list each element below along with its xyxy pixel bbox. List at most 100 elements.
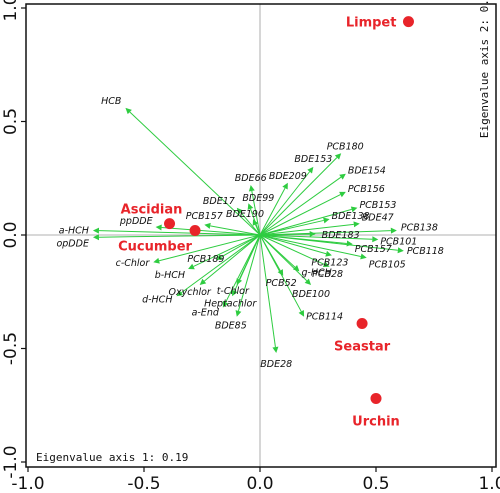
arrow-bde17-37 xyxy=(240,212,261,236)
site-label-ascidian: Ascidian xyxy=(121,203,183,218)
variable-label-t-chlor-9: t-Chlor xyxy=(217,286,250,297)
variable-label-pcb105-21: PCB105 xyxy=(369,260,406,271)
arrow-bde66-35 xyxy=(251,190,261,236)
x-tick-label: 0.0 xyxy=(246,474,273,493)
arrowhead-d-hch-10 xyxy=(176,290,184,297)
variable-label-bde99-36: BDE99 xyxy=(242,193,274,204)
arrow-pcb101-24 xyxy=(259,234,373,240)
arrow-a-end-12 xyxy=(225,234,261,303)
arrow-b-hch-6 xyxy=(193,234,261,267)
variable-label-a-end-12: a-End xyxy=(192,308,220,319)
arrowhead-bde85-13 xyxy=(235,310,242,317)
arrowhead-pcb138-25 xyxy=(390,227,397,234)
variable-label-pcb138-25: PCB138 xyxy=(401,222,438,233)
arrowhead-hcb-0 xyxy=(125,107,132,115)
arrowhead-c-chlor-5 xyxy=(153,257,160,264)
site-point-urchin xyxy=(370,392,382,404)
arrow-bde28-18 xyxy=(259,234,276,348)
variable-label-bde85-13: BDE85 xyxy=(215,321,247,332)
variable-label-pcb28-19: PCB28 xyxy=(312,269,343,280)
site-labels: Limpet Ascidian Cucumber Seastar Urchin xyxy=(118,16,400,430)
arrowhead-opdde-3 xyxy=(92,234,100,241)
arrow-oxychlor-8 xyxy=(203,234,261,282)
arrowhead-pcb105-21 xyxy=(360,253,367,260)
arrowhead-g-hch-15 xyxy=(292,265,300,272)
arrowhead-a-end-12 xyxy=(222,300,229,308)
y-tick-label: 1.0 xyxy=(1,0,21,22)
variable-label-pcb180-33: PCB180 xyxy=(327,141,364,152)
arrowhead-pcb114-17 xyxy=(298,310,305,317)
arrow-pcb189-7 xyxy=(220,234,261,258)
eigenvalue-axis-1-label: Eigenvalue axis 1: 0.19 xyxy=(36,451,188,464)
arrow-pcb105-21 xyxy=(259,234,361,257)
arrowhead-bde183-26 xyxy=(309,230,316,237)
arrowhead-pcb180-33 xyxy=(334,153,342,160)
arrow-bde100-16 xyxy=(259,234,308,282)
site-label-limpet: Limpet xyxy=(346,16,397,31)
arrow-opdde-3 xyxy=(98,234,261,238)
variable-label-pcb52-14: PCB52 xyxy=(266,278,297,289)
arrowhead-pcb123-20 xyxy=(325,250,332,257)
y-tick-label: 0.5 xyxy=(1,108,21,135)
arrowhead-b-hch-6 xyxy=(188,263,195,270)
eigenvalue-axis-2-label: Eigenvalue axis 2: 0.06 xyxy=(478,0,491,138)
x-tick-label: 0.5 xyxy=(362,474,389,493)
arrowhead-pcb156-30 xyxy=(339,191,346,198)
site-point-seastar xyxy=(356,318,368,330)
variable-label-hcb-0: HCB xyxy=(101,96,121,107)
x-tick-label: -1.0 xyxy=(11,474,44,493)
arrow-pcb157-4 xyxy=(210,225,261,236)
variable-label-pcb114-17: PCB114 xyxy=(306,312,343,323)
variable-arrows xyxy=(92,107,404,354)
variable-label-bde209-34: BDE209 xyxy=(269,171,307,182)
arrow-bde47-27 xyxy=(259,223,354,236)
variable-label-bde47-27: BDE47 xyxy=(362,213,394,224)
site-label-seastar: Seastar xyxy=(334,340,391,355)
arrowhead-pcb101-24 xyxy=(372,236,379,243)
arrow-bde209-34 xyxy=(259,187,286,236)
variable-label-bde138-28: BDE138 xyxy=(332,211,370,222)
site-label-urchin: Urchin xyxy=(352,414,400,429)
variable-label-pcb123-20: PCB123 xyxy=(311,257,348,268)
y-tick-label: -0.5 xyxy=(1,332,21,365)
variable-label-bde154-31: BDE154 xyxy=(348,166,386,177)
arrowhead-bde99-36 xyxy=(247,203,254,210)
arrow-hcb-0 xyxy=(129,111,261,236)
arrow-bde85-13 xyxy=(237,234,261,312)
arrowhead-pcb157-4 xyxy=(204,222,211,229)
variable-label-pcb156-30: PCB156 xyxy=(348,184,385,195)
arrow-bde154-31 xyxy=(259,176,342,236)
variable-label-bde183-26: BDE183 xyxy=(322,230,360,241)
arrow-a-hch-1 xyxy=(98,230,261,236)
arrow-pcb114-17 xyxy=(259,234,302,312)
arrowhead-bde66-35 xyxy=(248,185,255,192)
arrowhead-bde28-18 xyxy=(272,346,279,354)
arrow-pcb180-33 xyxy=(259,157,338,236)
arrow-bde183-26 xyxy=(259,233,310,236)
y-tick-label: 0.0 xyxy=(1,221,21,248)
variable-label-pcb101-24: PCB101 xyxy=(380,237,417,248)
arrowhead-ppdde-2 xyxy=(155,224,162,231)
site-points xyxy=(164,16,414,404)
variable-label-pcb118-22: PCB118 xyxy=(407,246,444,257)
variable-label-bde66-35: BDE66 xyxy=(235,173,267,184)
variable-labels: HCBa-HCHppDDEopDDEPCB157c-Chlorb-HCHPCB1… xyxy=(56,96,443,370)
arrowhead-oxychlor-8 xyxy=(199,278,207,285)
arrow-bde190-38 xyxy=(254,224,261,236)
arrow-pcb156-30 xyxy=(259,194,341,236)
variable-label-heptachlor-11: Heptachlor xyxy=(204,298,257,309)
arrow-ppdde-2 xyxy=(161,227,261,236)
arrowhead-bde154-31 xyxy=(339,173,346,180)
arrowhead-pcb157-23 xyxy=(346,240,353,247)
variable-label-bde190-38: BDE190 xyxy=(226,209,264,220)
x-tick-label: 1.0 xyxy=(478,474,500,493)
variable-label-bde153-32: BDE153 xyxy=(294,154,332,165)
arrowhead-bde100-16 xyxy=(304,278,312,285)
arrow-bde153-32 xyxy=(259,171,311,236)
arrowhead-pcb28-19 xyxy=(322,261,330,268)
variable-label-bde17-37: BDE17 xyxy=(203,196,235,207)
variable-label-opdde-3: opDDE xyxy=(56,238,88,249)
variable-label-pcb157-4: PCB157 xyxy=(186,211,223,222)
